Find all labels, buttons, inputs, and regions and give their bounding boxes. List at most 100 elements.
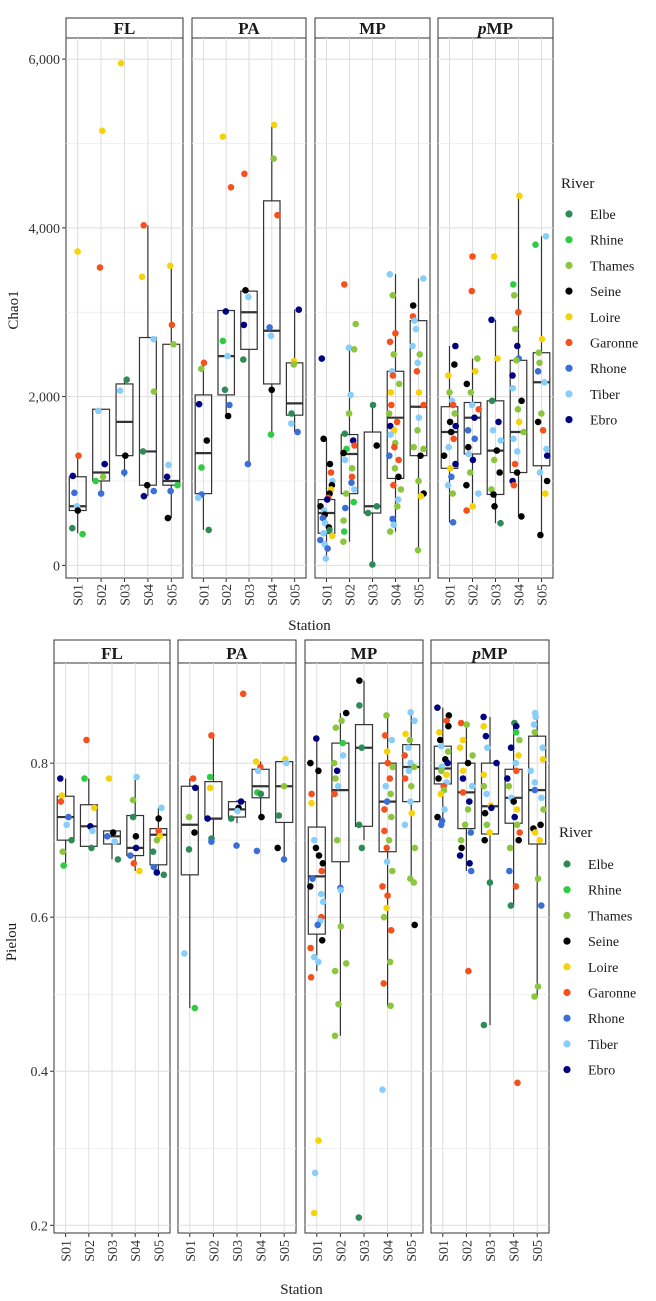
x-tick-label: S05 (278, 1240, 293, 1262)
legend-swatch-rhone (563, 1014, 571, 1022)
data-point-tiber (63, 821, 70, 829)
data-point-loire (446, 465, 454, 472)
panel-strip-label: PA (238, 19, 260, 38)
data-point-tiber (415, 414, 423, 422)
data-point-elbe (326, 526, 333, 534)
legend-label-garonne: Garonne (588, 987, 636, 1002)
data-point-thames (348, 465, 356, 472)
data-point-elbe (160, 871, 168, 879)
data-point-rhone (538, 902, 545, 909)
box-s03 (240, 290, 258, 465)
x-tick-label: S02 (460, 1240, 475, 1262)
data-point-ebro (222, 308, 230, 315)
legend-label-elbe: Elbe (590, 208, 616, 223)
data-point-tiber (283, 759, 290, 767)
data-point-tiber (543, 445, 550, 453)
legend-swatch-loire (565, 313, 573, 321)
data-point-rhone (167, 487, 174, 495)
data-point-elbe (139, 448, 147, 455)
data-point-seine (319, 860, 327, 867)
data-point-elbe (205, 526, 212, 534)
data-point-thames (536, 359, 543, 367)
data-point-thames (170, 341, 177, 348)
box-s01 (180, 778, 199, 1009)
data-point-ebro (466, 798, 473, 805)
data-point-loire (459, 767, 467, 775)
data-point-thames (461, 821, 469, 829)
legend: River Elbe Rhine Thames Seine Loire Garonne Rho… (561, 176, 638, 429)
data-point-tiber (347, 391, 354, 399)
data-point-loire (443, 771, 450, 778)
legend-swatch-seine (565, 287, 573, 295)
legend-swatch-garonne (563, 988, 571, 997)
panel-strip-label: pMP (476, 19, 513, 38)
data-point-tiber (468, 782, 476, 790)
data-point-loire (459, 736, 467, 744)
data-point-garonne (239, 690, 247, 698)
data-point-seine (464, 759, 472, 767)
data-point-loire (105, 775, 113, 782)
data-point-tiber (509, 384, 517, 392)
data-point-thames (332, 775, 339, 782)
data-point-seine (191, 829, 198, 836)
data-point-ebro (163, 473, 171, 481)
data-point-elbe (369, 401, 377, 409)
x-tick-label: S03 (106, 1240, 121, 1262)
data-point-tiber (319, 898, 327, 906)
data-point-tiber (390, 521, 398, 529)
data-point-tiber (394, 496, 402, 503)
legend-label-rhine: Rhine (588, 884, 621, 899)
legend-swatch-seine (563, 937, 571, 945)
data-point-garonne (274, 211, 281, 219)
x-tick-label: S03 (231, 1240, 246, 1262)
data-point-loire (539, 756, 547, 763)
legend-swatch-thames (565, 261, 573, 269)
data-point-ebro (434, 704, 441, 711)
panel-pa: PA S01 S02 S03 S04 S05 (191, 17, 307, 606)
x-tick-label: S01 (60, 1240, 75, 1262)
data-point-garonne (387, 927, 395, 934)
data-point-thames (280, 782, 288, 790)
data-point-rhine (174, 481, 181, 489)
data-point-tiber (388, 736, 396, 744)
data-point-ebro (323, 496, 331, 503)
data-point-seine (122, 452, 129, 460)
data-point-seine (274, 844, 282, 852)
data-point-thames (338, 717, 345, 725)
data-point-thames (513, 821, 521, 829)
x-tick-label: S01 (321, 584, 336, 606)
data-point-rhine (79, 530, 86, 538)
data-point-thames (391, 465, 399, 472)
data-point-tiber (465, 450, 473, 458)
data-point-ebro (543, 452, 551, 460)
data-point-garonne (241, 170, 248, 178)
data-point-seine (411, 921, 419, 929)
data-point-tiber (150, 335, 157, 343)
data-point-rhone (386, 452, 393, 460)
data-point-seine (307, 759, 314, 767)
data-point-seine (445, 712, 453, 719)
data-point-seine (510, 798, 517, 805)
legend-label-ebro: Ebro (588, 1064, 615, 1079)
data-point-elbe (88, 844, 95, 852)
y-tick-label: 4,000 (29, 222, 61, 237)
data-point-tiber (311, 1169, 319, 1177)
data-point-tiber (414, 359, 422, 367)
data-point-seine (445, 722, 452, 730)
data-point-loire (469, 503, 477, 510)
data-point-ebro (514, 342, 521, 350)
data-point-thames (490, 456, 498, 464)
data-point-tiber (95, 407, 102, 415)
data-point-thames (416, 351, 424, 358)
data-point-seine (434, 813, 441, 821)
data-point-loire (513, 806, 521, 813)
legend-label-garonne: Garonne (590, 337, 638, 352)
data-point-garonne (539, 427, 547, 434)
data-point-elbe (288, 410, 295, 417)
data-point-tiber (267, 332, 275, 340)
y-tick-label: 6,000 (29, 53, 61, 68)
legend-swatch-rhine (563, 886, 571, 894)
box-iqr (354, 724, 374, 827)
x-tick-label: S05 (536, 584, 551, 606)
data-point-thames (389, 763, 397, 771)
